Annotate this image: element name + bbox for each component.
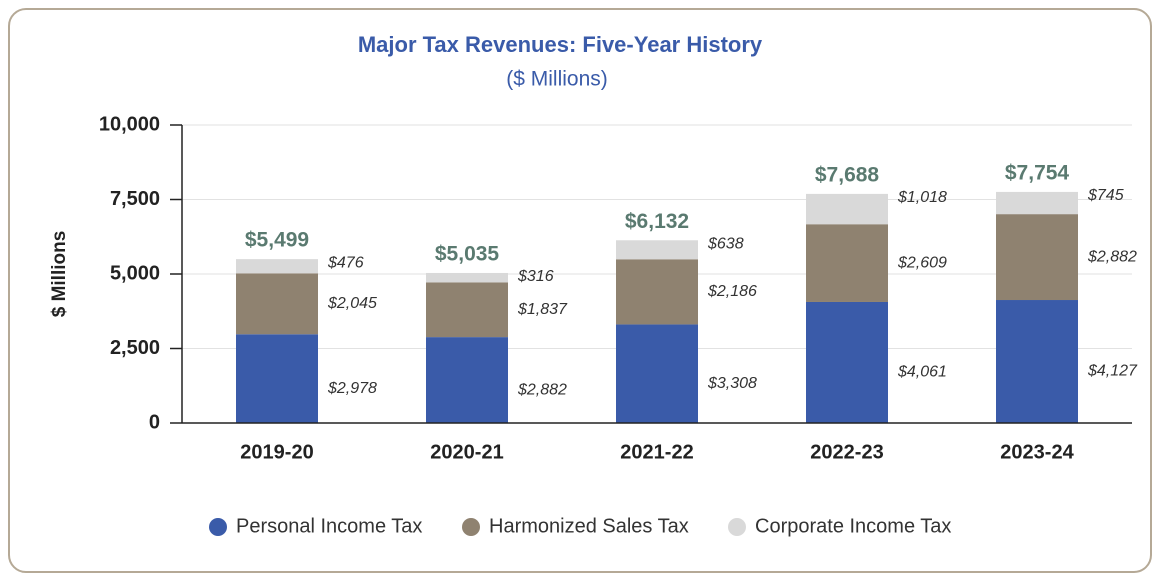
x-tick-label: 2022-23 <box>810 441 883 463</box>
x-tick-label: 2019-20 <box>240 441 313 463</box>
value-label: $316 <box>517 268 554 285</box>
y-tick-label: 7,500 <box>110 188 160 210</box>
bar-segment <box>616 240 698 260</box>
bar-segment <box>236 334 318 423</box>
bar-segment <box>426 337 508 423</box>
value-label: $745 <box>1087 187 1124 204</box>
value-label: $2,978 <box>327 380 377 397</box>
chart-subtitle: ($ Millions) <box>506 68 608 91</box>
value-label: $3,308 <box>707 375 757 392</box>
x-tick-label: 2020-21 <box>430 441 503 463</box>
total-label: $5,035 <box>435 243 500 266</box>
x-tick-label: 2023-24 <box>1000 441 1074 463</box>
legend-marker <box>209 518 227 536</box>
frame <box>8 8 1152 573</box>
value-label: $2,186 <box>707 283 757 300</box>
chart-title: Major Tax Revenues: Five-Year History <box>358 32 763 57</box>
value-label: $4,061 <box>897 364 947 381</box>
legend-label: Personal Income Tax <box>236 515 422 537</box>
bar-segment <box>806 224 888 302</box>
bar-segment <box>996 300 1078 423</box>
y-tick-label: 10,000 <box>99 113 160 135</box>
value-label: $2,882 <box>517 381 567 398</box>
total-label: $6,132 <box>625 210 689 233</box>
y-axis-label: $ Millions <box>49 231 70 318</box>
value-label: $476 <box>327 254 364 271</box>
y-tick-label: 0 <box>149 411 160 433</box>
value-label: $638 <box>707 235 744 252</box>
bar-segment <box>236 273 318 335</box>
legend-label: Corporate Income Tax <box>755 515 951 537</box>
value-label: $4,127 <box>1087 363 1138 380</box>
value-label: $1,837 <box>517 301 568 318</box>
bar-segment <box>426 272 508 283</box>
x-tick-label: 2021-22 <box>620 441 693 463</box>
value-label: $2,882 <box>1087 248 1137 265</box>
value-label: $2,609 <box>897 254 947 271</box>
bar-segment <box>426 282 508 338</box>
legend-marker <box>462 518 480 536</box>
y-tick-label: 2,500 <box>110 337 160 359</box>
bar-segment <box>806 193 888 225</box>
total-label: $7,754 <box>1005 161 1070 184</box>
bar-segment <box>236 259 318 274</box>
total-label: $5,499 <box>245 229 309 252</box>
bar-segment <box>616 324 698 423</box>
legend-marker <box>728 518 746 536</box>
bar-segment <box>996 214 1078 301</box>
bar-segment <box>996 191 1078 215</box>
value-label: $2,045 <box>327 295 377 312</box>
bar-segment <box>616 259 698 325</box>
y-tick-label: 5,000 <box>110 262 160 284</box>
value-label: $1,018 <box>897 189 947 206</box>
total-label: $7,688 <box>815 163 880 186</box>
legend-label: Harmonized Sales Tax <box>489 515 689 537</box>
bar-segment <box>806 301 888 423</box>
